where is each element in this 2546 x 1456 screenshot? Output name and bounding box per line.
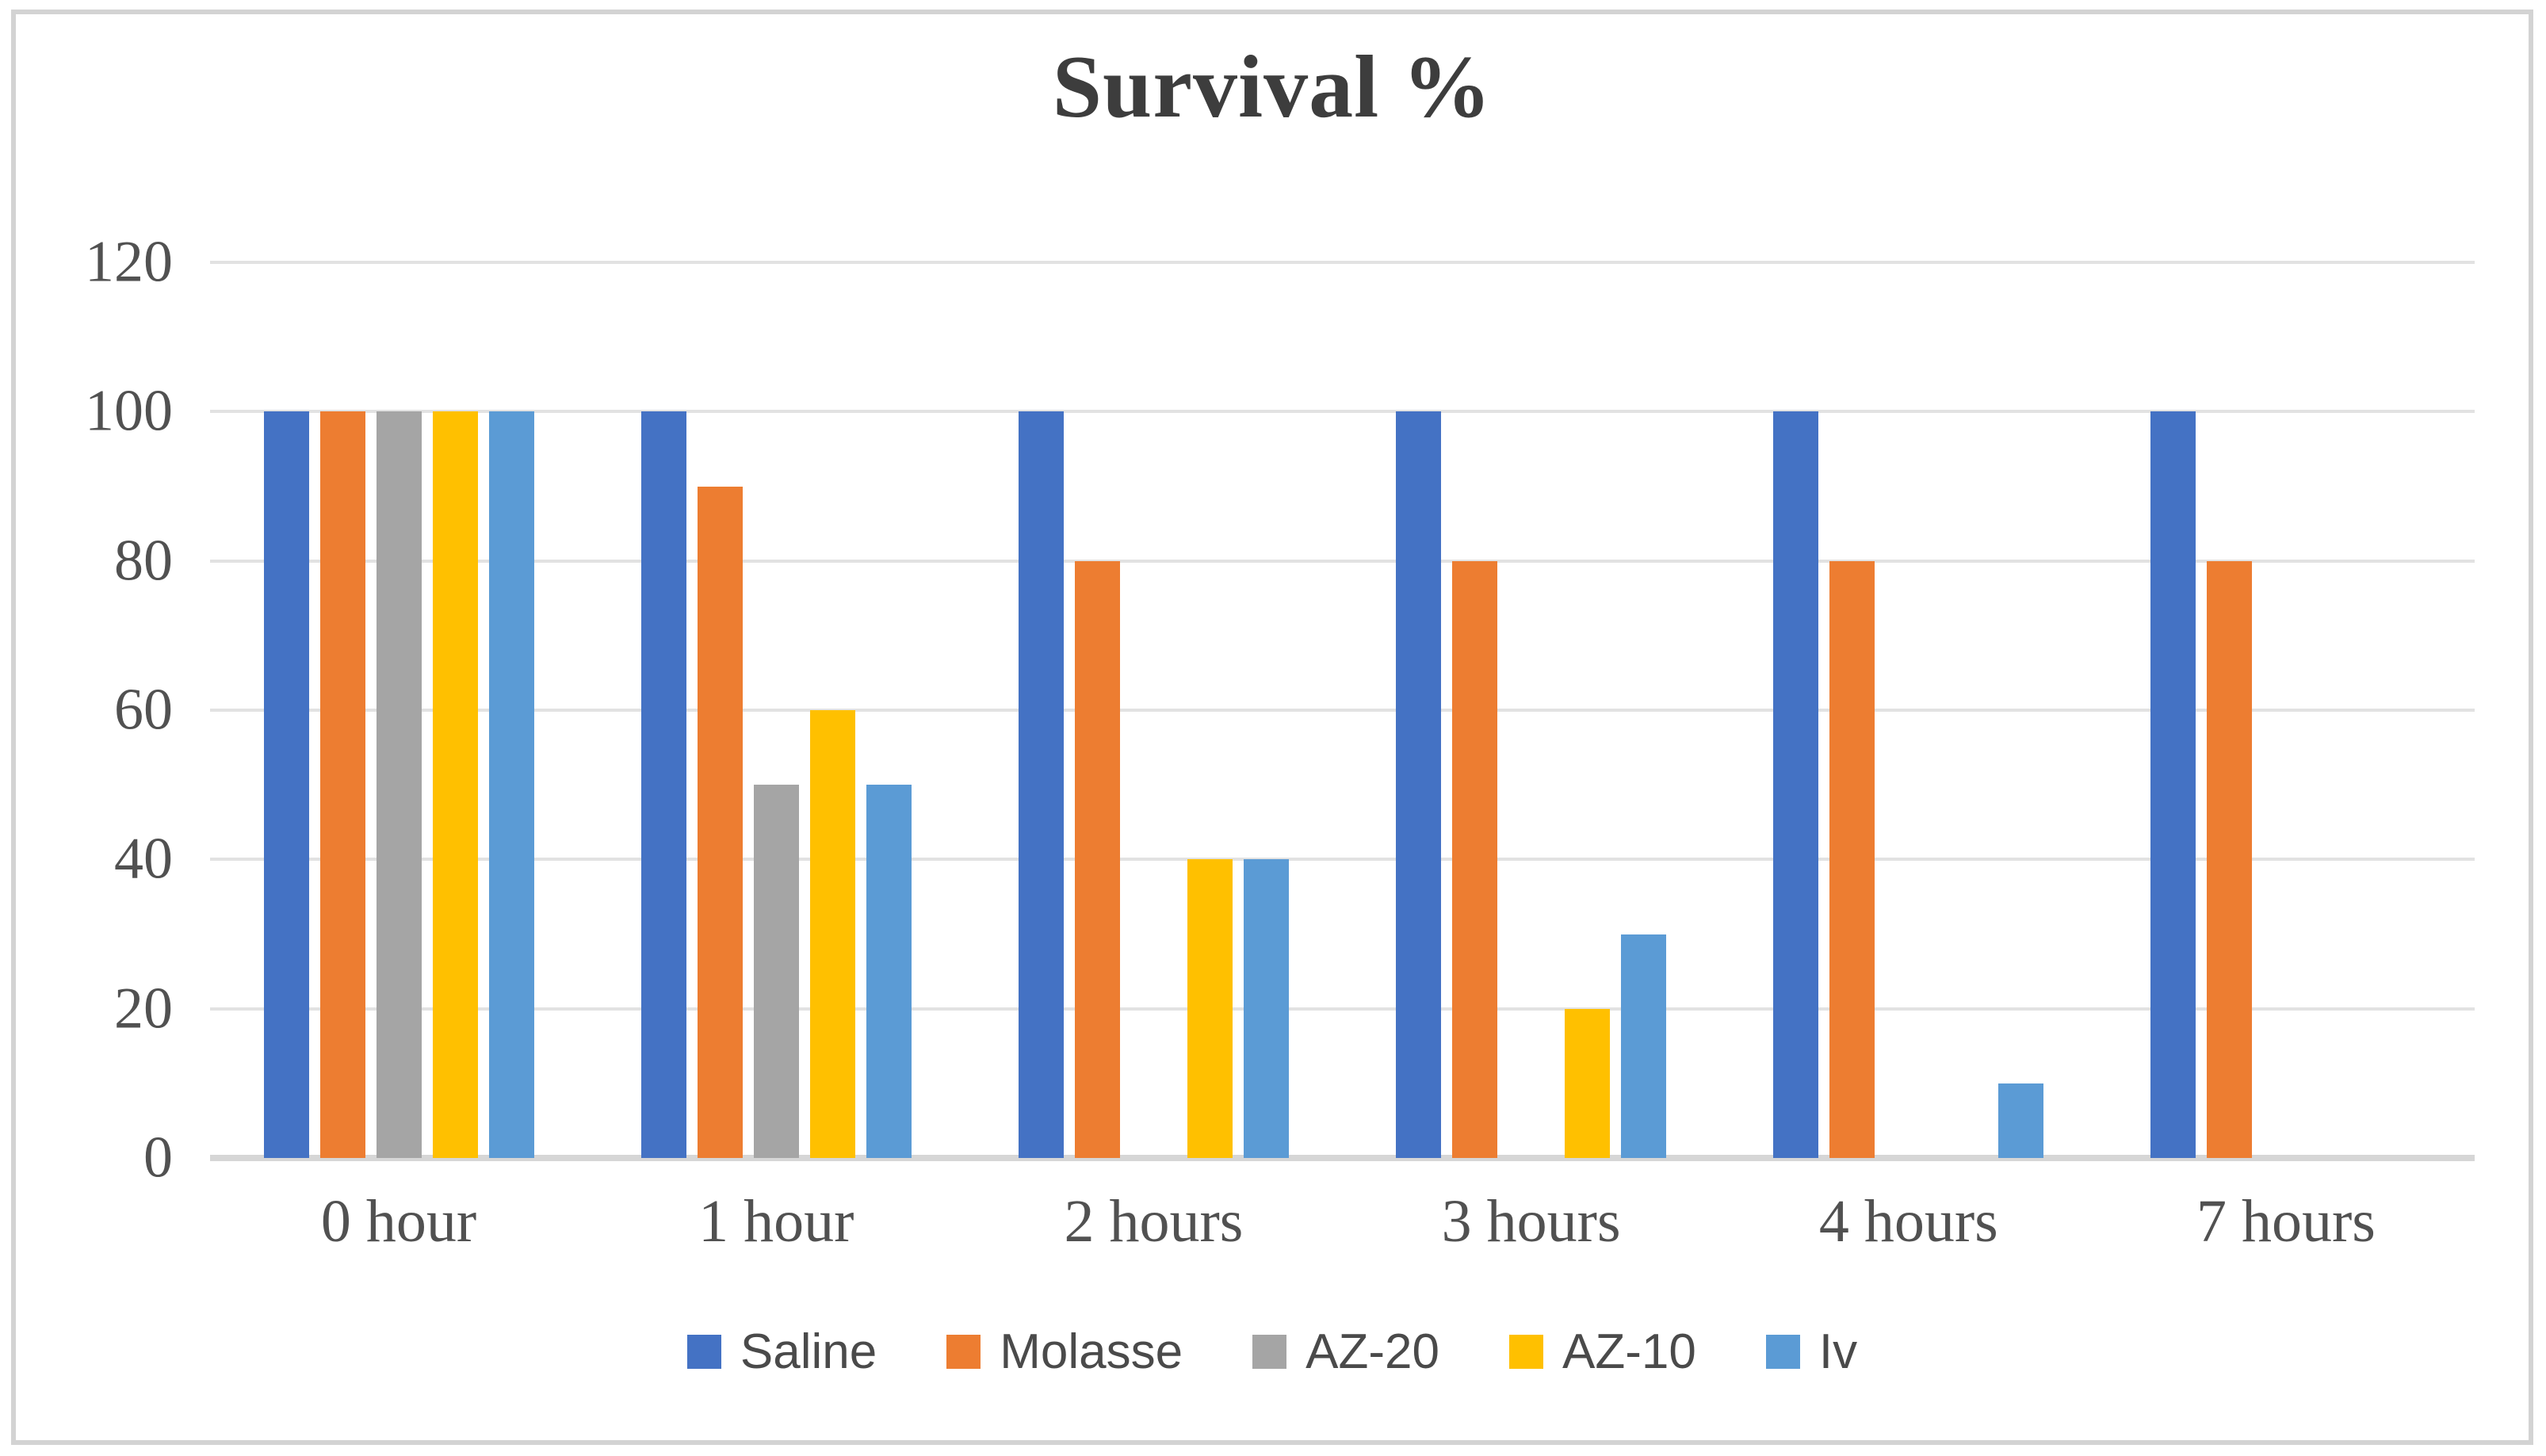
bar-group-4-hours xyxy=(1720,262,2097,1158)
y-tick-label-100: 100 xyxy=(85,378,173,444)
y-tick-label-80: 80 xyxy=(114,528,173,594)
gridline-y-60 xyxy=(210,709,2475,712)
bar-molasse-0-hour xyxy=(319,411,365,1158)
bar-az-10-3-hours xyxy=(1565,1008,1611,1158)
x-axis-tick-labels: 0 hour 1 hour 2 hours 3 hours 4 hours 7 hours xyxy=(210,1187,2475,1256)
bar-iv-2-hours xyxy=(1243,859,1289,1158)
y-tick-label-40: 40 xyxy=(114,826,173,892)
bar-saline-1-hour xyxy=(640,411,686,1158)
x-tick-label-3-hours: 3 hours xyxy=(1441,1188,1621,1255)
bar-molasse-2-hours xyxy=(1074,560,1120,1158)
y-tick-label-120: 120 xyxy=(85,229,173,295)
legend-label: AZ-10 xyxy=(1562,1324,1696,1379)
chart-title: Survival % xyxy=(1052,38,1493,136)
bar-molasse-1-hour xyxy=(697,486,743,1158)
legend-swatch-icon xyxy=(946,1335,981,1369)
legend-item-iv: Iv xyxy=(1765,1324,1858,1380)
chart-frame: Survival % 0 20 40 60 80 100 120 0 hour 1 hour 2… xyxy=(11,10,2533,1445)
y-tick-label-0: 0 xyxy=(143,1125,173,1190)
x-tick-label-1-hour: 1 hour xyxy=(698,1188,854,1255)
bar-group-7-hours xyxy=(2097,262,2475,1158)
bar-saline-4-hours xyxy=(1773,411,1819,1158)
legend-swatch-icon xyxy=(1765,1335,1800,1369)
legend-label: Iv xyxy=(1818,1324,1858,1379)
bar-az-10-0-hour xyxy=(432,411,478,1158)
y-tick-label-20: 20 xyxy=(114,976,173,1041)
legend-label: AZ-20 xyxy=(1305,1324,1439,1379)
x-tick-label-7-hours: 7 hours xyxy=(2196,1188,2376,1255)
plot-area xyxy=(210,261,2475,1161)
legend-item-az-20: AZ-20 xyxy=(1252,1324,1439,1380)
legend-swatch-icon xyxy=(1509,1335,1543,1369)
bar-iv-1-hour xyxy=(866,785,912,1158)
bar-iv-4-hours xyxy=(1998,1083,2044,1158)
legend-item-az-10: AZ-10 xyxy=(1509,1324,1696,1380)
bar-saline-0-hour xyxy=(263,411,309,1158)
bar-saline-7-hours xyxy=(2150,411,2196,1158)
bar-group-3-hours xyxy=(1343,262,1720,1158)
legend-label: Molasse xyxy=(1000,1324,1183,1379)
bar-molasse-3-hours xyxy=(1452,560,1498,1158)
gridline-y-120 xyxy=(210,261,2475,264)
bar-az-20-0-hour xyxy=(376,411,422,1158)
bar-groups xyxy=(210,262,2475,1158)
bar-az-10-2-hours xyxy=(1187,859,1233,1158)
bar-group-2-hours xyxy=(965,262,1342,1158)
bar-saline-3-hours xyxy=(1396,411,1442,1158)
gridline-y-80 xyxy=(210,559,2475,563)
bar-az-10-1-hour xyxy=(809,710,855,1158)
bar-molasse-4-hours xyxy=(1829,560,1875,1158)
bar-group-0-hour xyxy=(210,262,587,1158)
y-tick-label-60: 60 xyxy=(114,677,173,743)
gridline-y-20 xyxy=(210,1007,2475,1011)
legend-swatch-icon xyxy=(686,1335,721,1369)
legend-item-saline: Saline xyxy=(686,1324,877,1380)
gridline-y-100 xyxy=(210,410,2475,414)
bar-iv-0-hour xyxy=(488,411,534,1158)
legend-swatch-icon xyxy=(1252,1335,1287,1369)
x-tick-label-2-hours: 2 hours xyxy=(1064,1188,1244,1255)
x-tick-label-0-hour: 0 hour xyxy=(320,1188,477,1255)
gridline-y-0 xyxy=(210,1155,2475,1161)
y-axis-tick-labels: 0 20 40 60 80 100 120 xyxy=(16,230,173,1190)
bar-iv-3-hours xyxy=(1621,934,1667,1158)
legend-label: Saline xyxy=(740,1324,877,1379)
bar-molasse-7-hours xyxy=(2207,560,2253,1158)
bar-group-1-hour xyxy=(587,262,965,1158)
legend: Saline Molasse AZ-20 AZ-10 Iv xyxy=(16,1324,2529,1380)
x-tick-label-4-hours: 4 hours xyxy=(1818,1188,1998,1255)
gridline-y-40 xyxy=(210,858,2475,862)
bar-saline-2-hours xyxy=(1018,411,1064,1158)
bar-az-20-1-hour xyxy=(753,785,799,1158)
legend-item-molasse: Molasse xyxy=(946,1324,1183,1380)
